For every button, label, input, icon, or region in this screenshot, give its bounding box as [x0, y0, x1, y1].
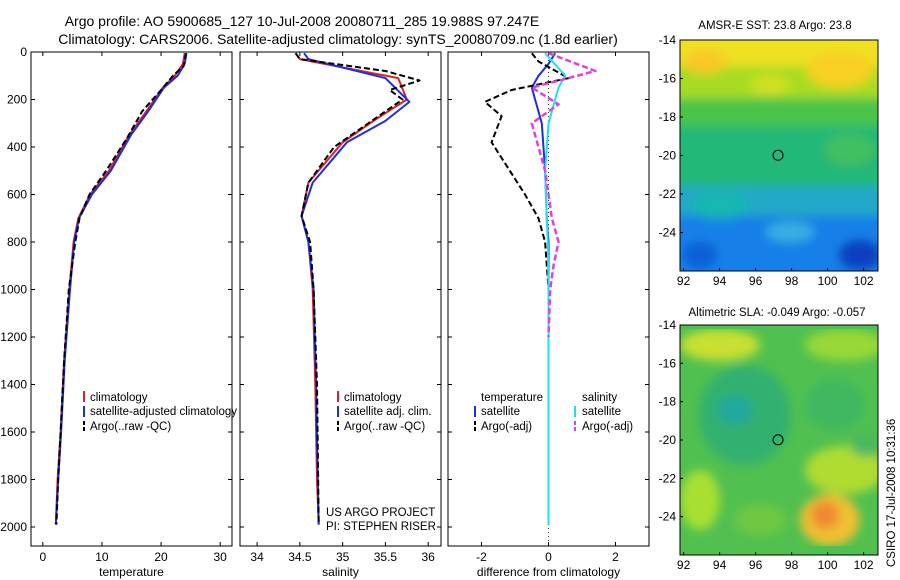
sst-map-image [680, 40, 878, 271]
x-tick-label: 0 [545, 550, 552, 564]
y-tick-label: 1400 [0, 378, 27, 392]
x-tick-label: 0 [39, 550, 46, 564]
map-x-tick-label: 102 [854, 274, 874, 288]
map-y-tick-label: -14 [659, 33, 677, 47]
y-tick-label: 200 [7, 93, 27, 107]
legend-label-temp-satellite: satellite [481, 406, 520, 418]
x-tick-label: 30 [213, 550, 227, 564]
credit-timestamp: CSIRO 17-Jul-2008 10:31:36 [886, 419, 898, 567]
legend-label-climatology: climatology [90, 392, 148, 404]
map-x-tick-label: 92 [677, 274, 691, 288]
y-tick-label: 800 [7, 235, 27, 249]
legend-label-temp-argo: Argo(-adj) [481, 421, 532, 433]
plot-frame [30, 51, 233, 547]
sst-map-title: AMSR-E SST: 23.8 Argo: 23.8 [698, 20, 851, 32]
difference-legend: temperature salinity satellite Argo(-adj… [474, 392, 633, 433]
salinity-legend: climatology satellite adj. clim. Argo(..… [337, 391, 432, 433]
map-x-tick-label: 98 [785, 558, 799, 572]
map-x-tick-label: 94 [713, 558, 727, 572]
map-y-tick-label: -18 [659, 395, 677, 409]
map-y-tick-label: -24 [659, 226, 677, 240]
series-salinity-satellite [544, 52, 567, 525]
series-argo [294, 52, 421, 525]
legend-header-temperature: temperature [481, 392, 543, 404]
legend-header-salinity: salinity [582, 392, 617, 404]
map-x-tick-label: 102 [854, 558, 874, 572]
series-argo [55, 53, 187, 525]
map-y-tick-label: -18 [659, 110, 677, 124]
project-pi: PI: STEPHEN RISER [326, 521, 436, 533]
y-tick-label: 1800 [0, 473, 27, 487]
sst-argo-location-marker [772, 149, 784, 161]
legend-label-argo: Argo(..raw -QC) [90, 421, 171, 433]
temperature-legend: climatology satellite-adjusted climatolo… [83, 391, 237, 433]
y-tick-label: 2000 [0, 520, 27, 534]
y-tick-label: 1200 [0, 330, 27, 344]
series-climatology [294, 52, 408, 525]
x-tick-label: 10 [95, 550, 109, 564]
figure-title-line2: Climatology: CARS2006. Satellite-adjuste… [58, 31, 618, 47]
figure-title-line1: Argo profile: AO 5900685_127 10-Jul-2008… [65, 13, 540, 29]
map-y-tick-label: -20 [659, 149, 677, 163]
map-x-tick-label: 98 [785, 274, 799, 288]
x-tick-label: 34 [250, 550, 264, 564]
series-salinity-argo-adj- [530, 52, 597, 338]
sla-map-title: Altimetric SLA: -0.049 Argo: -0.057 [688, 307, 865, 319]
y-tick-label: 600 [7, 188, 27, 202]
sla-argo-location-marker [772, 434, 784, 446]
sla-map-axes: 92 94 96 98 100 102 -14 -16 -18 -20 -22 -24 [659, 318, 874, 572]
legend-label-climatology: climatology [344, 392, 402, 404]
legend-label-argo: Argo(..raw -QC) [344, 421, 425, 433]
legend-label-sal-satellite: satellite [582, 406, 621, 418]
series-satellite [54, 53, 188, 525]
map-y-tick-label: -16 [659, 356, 677, 370]
series-temperature-argo-adj- [483, 52, 570, 525]
x-tick-label: 36 [421, 550, 435, 564]
map-x-tick-label: 96 [749, 558, 763, 572]
map-y-tick-label: -22 [659, 471, 677, 485]
sst-map-axes: 92 94 96 98 100 102 -14 -16 -18 -20 -22 -24 [659, 33, 874, 288]
plot-frame [239, 51, 442, 547]
salinity-panel: 34 34.5 35 35.5 36 salinity [239, 51, 442, 579]
x-tick-label: 2 [612, 550, 619, 564]
map-y-tick-label: -22 [659, 187, 677, 201]
map-y-tick-label: -20 [659, 433, 677, 447]
x-tick-label: 35 [336, 550, 350, 564]
y-tick-label: 1600 [0, 425, 27, 439]
map-x-tick-label: 92 [677, 558, 691, 572]
legend-label-sal-argo: Argo(-adj) [582, 421, 633, 433]
temperature-panel: 0 10 20 30 0 200 400 600 800 1000 1200 1400 1600 1800… [0, 45, 233, 579]
x-axis-label: temperature [99, 565, 164, 579]
legend-label-satellite: satellite adj. clim. [344, 406, 432, 418]
series-climatology [54, 53, 186, 525]
x-tick-label: 35.5 [374, 550, 398, 564]
map-y-tick-label: -14 [659, 318, 677, 332]
x-tick-label: 20 [154, 550, 168, 564]
y-tick-label: 400 [7, 140, 27, 154]
x-axis-label: difference from climatology [477, 565, 620, 579]
series-temperature-satellite [530, 52, 557, 525]
map-y-tick-label: -24 [659, 510, 677, 524]
map-y-tick-label: -16 [659, 72, 677, 86]
x-axis-label: salinity [322, 565, 359, 579]
x-tick-label: -2 [476, 550, 487, 564]
y-tick-label: 0 [20, 45, 27, 59]
map-x-tick-label: 96 [749, 274, 763, 288]
y-tick-label: 1000 [0, 283, 27, 297]
x-tick-label: 34.5 [288, 550, 312, 564]
legend-label-satellite: satellite-adjusted climatology [90, 406, 237, 418]
project-name: US ARGO PROJECT [326, 507, 435, 519]
sla-map-image [680, 325, 878, 555]
map-x-tick-label: 100 [818, 558, 838, 572]
map-x-tick-label: 100 [818, 274, 838, 288]
map-x-tick-label: 94 [713, 274, 727, 288]
